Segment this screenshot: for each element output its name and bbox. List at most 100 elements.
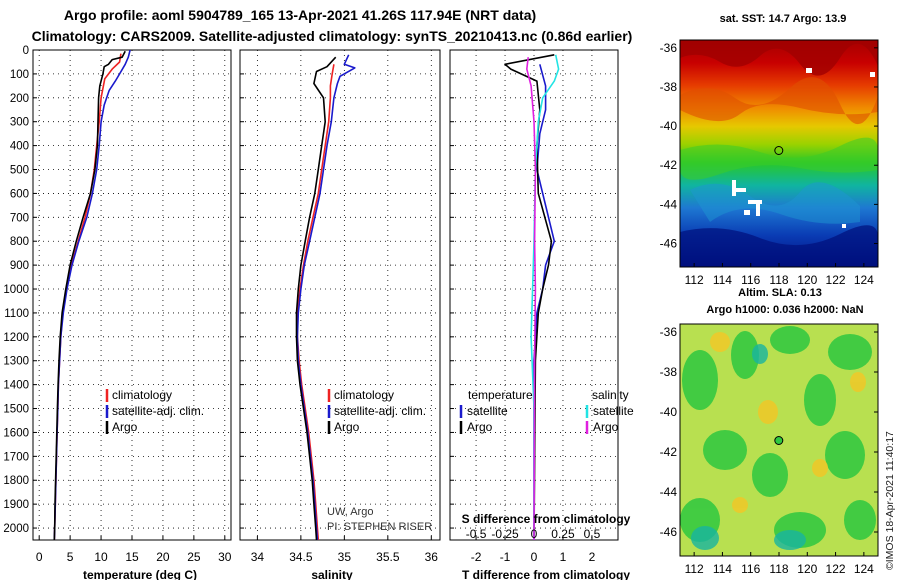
map-lat-label: -46: [660, 237, 678, 251]
depth-tick-label: 100: [10, 69, 29, 81]
s-diff-tick-label: 0: [531, 527, 538, 541]
x-tick-label: 1: [560, 550, 567, 564]
legend-salinity-title: salinity: [592, 388, 629, 402]
depth-tick-label: 1100: [4, 308, 29, 320]
x-tick-label: 35: [338, 550, 352, 564]
salinity-grid: [240, 49, 440, 540]
depth-tick-label: 700: [10, 212, 29, 224]
depth-tick-label: 1800: [3, 475, 29, 487]
s-difference-axis-label: S difference from climatology: [462, 512, 631, 526]
sla-map-subtitle: Argo h1000: 0.036 h2000: NaN: [706, 304, 863, 316]
x-tick-label: -1: [500, 550, 511, 564]
depth-tick-label: 1000: [3, 284, 29, 296]
depth-tick-label: 1900: [3, 499, 29, 511]
legend-temperature-title: temperature: [468, 388, 533, 402]
legend-climatology: climatology: [112, 388, 172, 402]
x-tick-label: 0: [36, 550, 43, 564]
map-lon-label: 118: [769, 273, 788, 287]
depth-tick-label: 300: [10, 117, 29, 129]
map-lon-label: 124: [854, 273, 874, 287]
depth-tick-label: 1700: [3, 451, 29, 463]
map-lon-label: 114: [713, 562, 732, 576]
legend-t-argo: Argo: [467, 420, 493, 434]
x-tick-label: 35.5: [376, 550, 400, 564]
depth-tick-label: 1600: [3, 427, 29, 439]
depth-tick-label: 600: [10, 188, 29, 200]
header-line1: Argo profile: aoml 5904789_165 13-Apr-20…: [64, 7, 536, 23]
series-line-temperature-argo: [504, 54, 555, 540]
difference-series: [504, 54, 560, 540]
legend-s-satellite: satellite: [593, 404, 634, 418]
temperature-legend: climatology satellite-adj. clim. Argo: [105, 388, 204, 434]
header-line2: Climatology: CARS2009. Satellite-adjuste…: [32, 28, 633, 44]
sla-map: [680, 324, 878, 556]
series-line-satellite-adj-clim-: [296, 54, 356, 540]
sst-map-axes: 112 114 116 118 120 122 124 -36 -38 -40 -42 -44 -46: [660, 41, 878, 287]
difference-grid: [450, 49, 618, 540]
depth-tick-label: 0: [23, 45, 29, 57]
legend-s-argo: Argo: [593, 420, 619, 434]
x-tick-label: 25: [187, 550, 201, 564]
salinity-legend: climatology satellite-adj. clim. Argo: [327, 388, 426, 434]
map-lon-label: 112: [685, 562, 704, 576]
map-lat-label: -40: [660, 405, 678, 419]
map-lon-label: 124: [854, 562, 874, 576]
sla-map-axes: 112 114 116 118 120 122 124 -36 -38 -40 -42 -44 -46: [660, 325, 878, 576]
s-diff-tick-label: -0.25: [491, 527, 519, 541]
pi-text: PI: STEPHEN RISER: [327, 521, 432, 533]
s-diff-tick-label: -0.5: [466, 527, 487, 541]
x-tick-label: 34: [251, 550, 265, 564]
map-lat-label: -44: [660, 485, 678, 499]
sst-map: [680, 40, 878, 267]
credit-text: UW, Argo: [327, 506, 373, 518]
legend-satellite-adj: satellite-adj. clim.: [112, 404, 204, 418]
s-diff-tick-label: 0.5: [584, 527, 601, 541]
salinity-series: [295, 54, 356, 540]
map-lat-label: -42: [660, 445, 678, 459]
x-tick-label: -2: [471, 550, 482, 564]
map-lat-label: -44: [660, 197, 678, 211]
map-lat-label: -40: [660, 119, 678, 133]
map-lon-label: 122: [826, 562, 846, 576]
map-lon-label: 112: [685, 273, 704, 287]
map-lat-label: -36: [660, 325, 678, 339]
depth-tick-label: 500: [10, 165, 29, 177]
imos-watermark: ©IMOS 18-Apr-2021 11:40:17: [884, 431, 896, 570]
series-line-argo: [295, 56, 337, 540]
sla-argo-marker: [774, 436, 784, 445]
map-lat-label: -36: [660, 41, 678, 55]
series-line-argo: [53, 50, 126, 540]
map-lon-label: 120: [797, 562, 817, 576]
depth-axis: 0 100 200 300 400 500 600 700 800 900 1000 1100 1200…: [3, 45, 29, 535]
difference-legend: temperature salinity satellite Argo sate…: [459, 388, 634, 434]
salinity-panel-frame: [239, 49, 441, 541]
t-difference-axis-label: T difference from climatology: [462, 568, 630, 580]
temperature-grid: [33, 49, 231, 540]
legend-climatology: climatology: [334, 388, 394, 402]
map-lon-label: 116: [741, 562, 760, 576]
depth-tick-label: 400: [10, 141, 29, 153]
depth-tick-label: 2000: [3, 523, 29, 535]
depth-tick-label: 1200: [3, 332, 29, 344]
legend-argo: Argo: [334, 420, 360, 434]
x-tick-labels: 0 5 10 15 20 25 30 34 34.5 35 35.5 36 -2 -1 0 1 2 -0.5 -0.…: [36, 527, 601, 564]
x-tick-label: 20: [156, 550, 170, 564]
series-line-salinity-argo: [526, 57, 537, 540]
depth-tick-label: 1500: [3, 404, 29, 416]
x-tick-label: 36: [425, 550, 439, 564]
x-tick-label: 34.5: [289, 550, 313, 564]
map-lon-label: 118: [769, 562, 788, 576]
sla-map-title: Altim. SLA: 0.13: [738, 287, 822, 299]
temperature-series: [53, 50, 131, 540]
map-lat-label: -38: [660, 80, 678, 94]
depth-tick-label: 1400: [3, 380, 29, 392]
depth-tick-label: 200: [10, 93, 29, 105]
sst-map-title: sat. SST: 14.7 Argo: 13.9: [720, 13, 847, 25]
map-lon-label: 114: [713, 273, 732, 287]
legend-argo: Argo: [112, 420, 138, 434]
salinity-axis-label: salinity: [311, 568, 353, 580]
legend-t-satellite: satellite: [467, 404, 508, 418]
x-tick-label: 10: [94, 550, 108, 564]
map-lat-label: -46: [660, 525, 678, 539]
